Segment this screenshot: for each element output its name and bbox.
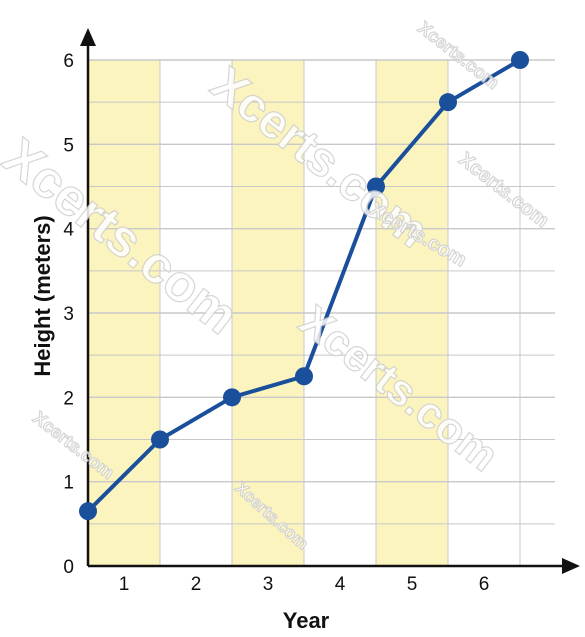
data-point bbox=[439, 93, 457, 112]
x-axis-arrow-icon bbox=[562, 558, 580, 574]
y-tick-labels: 0 1 2 3 4 5 6 bbox=[63, 51, 74, 578]
y-axis-arrow-icon bbox=[80, 28, 96, 46]
x-axis-title: Year bbox=[283, 608, 330, 633]
y-tick-label: 5 bbox=[63, 135, 74, 156]
data-point bbox=[367, 177, 385, 196]
y-tick-label: 0 bbox=[63, 557, 74, 578]
data-point bbox=[223, 388, 241, 407]
x-tick-label: 6 bbox=[479, 574, 490, 595]
y-axis-title: Height (meters) bbox=[30, 215, 55, 376]
x-tick-label: 5 bbox=[407, 574, 418, 595]
x-tick-label: 4 bbox=[335, 574, 346, 595]
series-height bbox=[79, 51, 529, 521]
data-point bbox=[511, 51, 529, 69]
y-tick-label: 3 bbox=[63, 304, 74, 325]
x-tick-labels: 1 2 3 4 5 6 bbox=[119, 574, 490, 595]
y-tick-label: 6 bbox=[63, 51, 74, 72]
y-tick-label: 4 bbox=[63, 220, 74, 241]
data-point bbox=[151, 430, 169, 449]
watermark-text: Xcerts.com bbox=[454, 148, 553, 232]
y-tick-label: 1 bbox=[63, 473, 74, 494]
x-tick-label: 2 bbox=[191, 574, 202, 595]
x-tick-label: 3 bbox=[263, 574, 274, 595]
data-point bbox=[79, 502, 97, 521]
data-point bbox=[295, 367, 313, 386]
axes bbox=[80, 28, 580, 574]
x-tick-label: 1 bbox=[119, 574, 130, 595]
y-tick-label: 2 bbox=[63, 388, 74, 409]
